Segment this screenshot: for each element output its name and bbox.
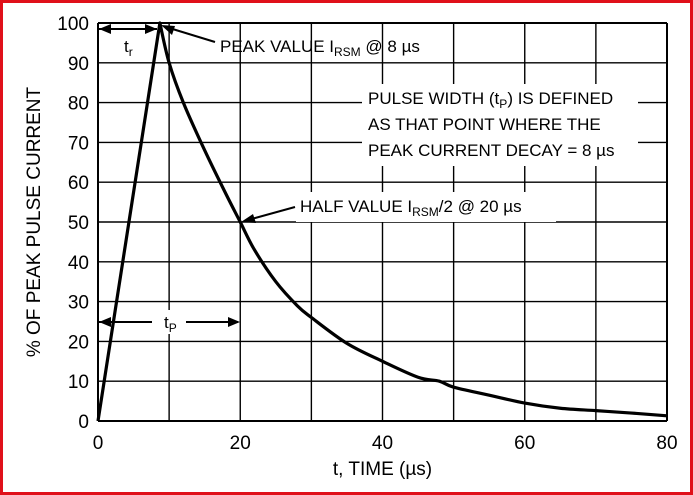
- tr-arrowhead-left: [99, 24, 111, 34]
- x-tick-label: 60: [514, 433, 535, 454]
- half-value-bg: [296, 192, 556, 222]
- tp-arrowhead-left: [99, 317, 111, 327]
- x-tick-label: 80: [656, 433, 677, 454]
- y-tick-label: 60: [68, 173, 89, 194]
- annotations: tr PEAK VALUE IRSM @ 8 µs PULSE WIDTH (t…: [99, 24, 638, 335]
- x-tick-label: 40: [372, 433, 393, 454]
- half-arrowhead: [241, 214, 256, 223]
- tp-label: tP: [164, 313, 177, 335]
- tr-label: tr: [124, 37, 133, 59]
- curve-layer: [96, 21, 668, 422]
- y-tick-label: 20: [68, 332, 89, 353]
- half-value-label: HALF VALUE IRSM/2 @ 20 µs: [300, 197, 522, 219]
- y-tick-label: 0: [78, 412, 89, 433]
- peak-arrowhead: [161, 25, 175, 35]
- x-tick-label: 0: [93, 433, 104, 454]
- tick-labels: 0 20 40 60 80 0 10 20 30 40 50 60 70 80 90 100: [57, 14, 677, 454]
- peak-arrow: [165, 26, 216, 43]
- half-arrow: [247, 206, 296, 221]
- y-tick-label: 90: [68, 54, 89, 75]
- x-tick-label: 20: [230, 433, 251, 454]
- y-tick-label: 80: [68, 94, 89, 115]
- tp-label-bg: [158, 310, 190, 334]
- pulse-width-line-3: PEAK CURRENT DECAY = 8 µs: [368, 141, 614, 160]
- y-tick-label: 100: [57, 14, 89, 35]
- peak-label: PEAK VALUE IRSM @ 8 µs: [220, 37, 420, 59]
- y-tick-label: 70: [68, 133, 89, 154]
- y-tick-label: 50: [68, 213, 89, 234]
- pulse-width-line-1: PULSE WIDTH (tP) IS DEFINED: [368, 89, 613, 111]
- tr-arrowhead-right: [145, 24, 157, 34]
- y-axis-label: % OF PEAK PULSE CURRENT: [24, 86, 45, 357]
- y-tick-label: 10: [68, 372, 89, 393]
- x-axis-label: t, TIME (µs): [333, 459, 432, 480]
- pulse-width-bg: [362, 84, 638, 166]
- pulse-current-curve: [96, 21, 668, 422]
- y-tick-label: 30: [68, 293, 89, 314]
- y-tick-label: 40: [68, 253, 89, 274]
- tp-arrowhead-right: [228, 317, 240, 327]
- pulse-width-line-2: AS THAT POINT WHERE THE: [368, 115, 601, 134]
